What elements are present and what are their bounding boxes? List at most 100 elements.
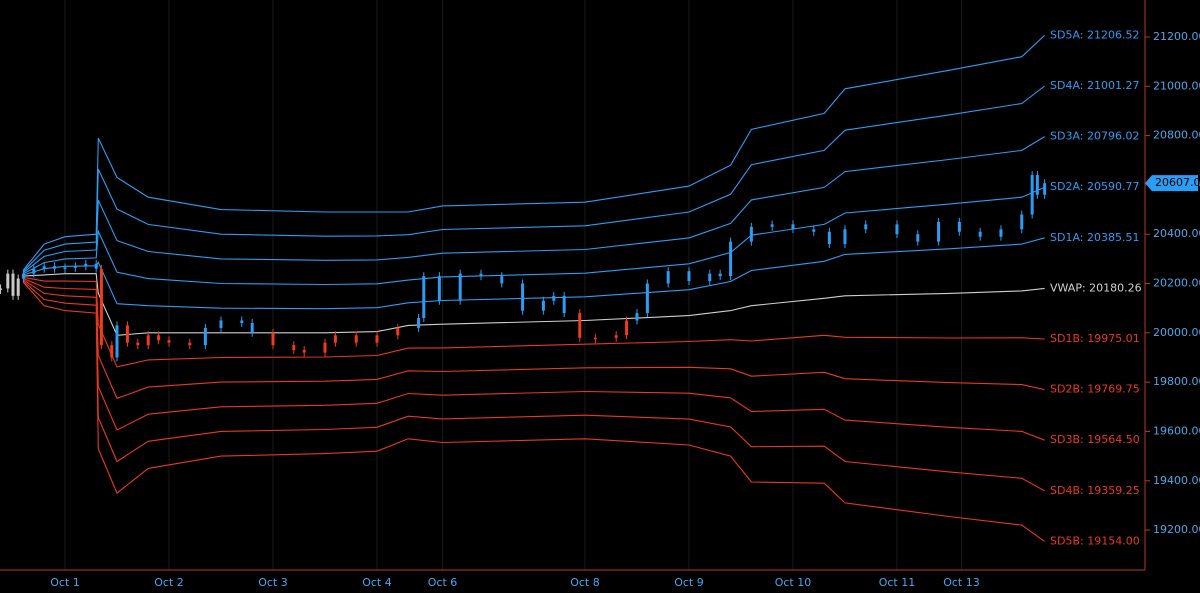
candle: [302, 350, 306, 353]
candle: [593, 337, 597, 340]
candle: [1035, 175, 1039, 195]
candle: [978, 231, 982, 237]
candle: [864, 224, 868, 230]
candle: [167, 340, 171, 343]
candle: [146, 335, 150, 346]
price-marker-label: 20607.00: [1155, 176, 1200, 189]
candle: [437, 276, 441, 301]
y-tick-label: 19400.00: [1153, 474, 1200, 487]
band-line: [22, 281, 1045, 542]
candle: [635, 313, 639, 321]
candle: [94, 263, 98, 269]
candle: [625, 320, 629, 336]
band-label: SD4A: 21001.27: [1050, 79, 1139, 92]
candle: [1030, 175, 1034, 215]
candle: [578, 313, 582, 338]
candle: [11, 273, 15, 296]
candle: [500, 276, 504, 284]
band-label: SD2B: 19769.75: [1050, 383, 1140, 396]
candle: [791, 224, 795, 230]
candle: [422, 276, 426, 319]
band-label: SD3B: 19564.50: [1050, 433, 1140, 446]
band-label: SD5B: 19154.00: [1050, 534, 1140, 547]
band-label: VWAP: 20180.26: [1050, 281, 1142, 294]
candle: [541, 300, 545, 311]
candle: [458, 273, 462, 301]
candle: [136, 342, 140, 346]
candle: [957, 221, 961, 232]
candle: [16, 278, 20, 296]
band-label: SD1A: 20385.51: [1050, 231, 1139, 244]
candle: [333, 335, 337, 343]
candle: [110, 345, 114, 358]
candle: [895, 224, 899, 235]
candle: [827, 231, 831, 245]
y-tick-label: 20800.00: [1153, 129, 1200, 142]
candle: [375, 335, 379, 343]
band-label: SD4B: 19359.25: [1050, 484, 1140, 497]
x-tick-label: Oct 3: [258, 576, 288, 589]
candle: [354, 335, 358, 343]
candle: [157, 335, 161, 341]
candle: [552, 295, 556, 301]
x-tick-label: Oct 11: [879, 576, 916, 589]
candle: [0, 288, 3, 290]
band-label: SD5A: 21206.52: [1050, 28, 1139, 41]
candle: [687, 271, 691, 282]
candle: [999, 229, 1003, 237]
candle: [292, 345, 296, 351]
candle: [63, 267, 67, 269]
candle: [1020, 214, 1024, 230]
x-tick-label: Oct 4: [362, 576, 392, 589]
x-tick-label: Oct 2: [154, 576, 184, 589]
candle: [645, 283, 649, 314]
x-tick-label: Oct 1: [50, 576, 80, 589]
band-label: SD1B: 19975.01: [1050, 332, 1140, 345]
candle: [250, 322, 254, 333]
x-tick-label: Oct 13: [943, 576, 980, 589]
candle: [521, 283, 525, 311]
candle: [53, 266, 57, 269]
candle: [614, 335, 618, 338]
y-tick-label: 20400.00: [1153, 227, 1200, 240]
candle: [6, 273, 10, 289]
candle: [562, 295, 566, 314]
y-tick-label: 21200.00: [1153, 30, 1200, 43]
y-tick-label: 21000.00: [1153, 79, 1200, 92]
band-line: [23, 85, 1045, 272]
candle: [1043, 183, 1047, 195]
band-line: [23, 273, 1045, 336]
candle: [916, 234, 920, 242]
candle: [812, 229, 816, 232]
candle: [240, 320, 244, 323]
candle: [99, 268, 103, 346]
candle: [21, 273, 25, 279]
candle: [125, 325, 129, 343]
x-tick-label: Oct 8: [570, 576, 600, 589]
candle: [219, 320, 223, 328]
candle: [770, 224, 774, 227]
candle: [718, 273, 722, 277]
band-label: SD3A: 20796.02: [1050, 130, 1139, 143]
candle: [271, 332, 275, 346]
candle: [73, 266, 77, 268]
candle: [84, 263, 88, 267]
candle: [843, 229, 847, 245]
x-tick-label: Oct 10: [775, 576, 812, 589]
band-line: [23, 186, 1045, 286]
y-tick-label: 19200.00: [1153, 523, 1200, 536]
candle: [417, 318, 421, 328]
candle: [203, 327, 207, 346]
x-tick-label: Oct 9: [674, 576, 704, 589]
candle: [188, 342, 192, 346]
y-tick-label: 20200.00: [1153, 277, 1200, 290]
candle: [479, 273, 483, 277]
price-marker: [1145, 175, 1198, 192]
candle: [396, 327, 400, 336]
candle: [937, 221, 941, 242]
y-tick-label: 20000.00: [1153, 326, 1200, 339]
band-line: [23, 136, 1045, 273]
candle: [666, 271, 670, 284]
